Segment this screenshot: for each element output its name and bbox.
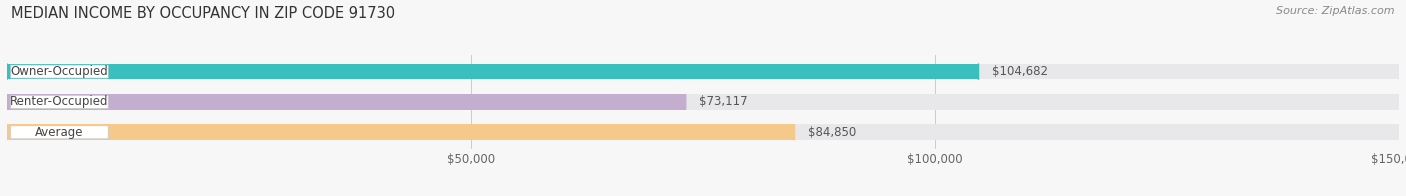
- Text: $84,850: $84,850: [808, 126, 856, 139]
- Text: MEDIAN INCOME BY OCCUPANCY IN ZIP CODE 91730: MEDIAN INCOME BY OCCUPANCY IN ZIP CODE 9…: [11, 6, 395, 21]
- Bar: [7, 94, 686, 110]
- Bar: [7, 64, 979, 79]
- Bar: [7, 94, 1399, 110]
- FancyBboxPatch shape: [11, 65, 108, 78]
- Bar: [7, 64, 1399, 79]
- Text: $73,117: $73,117: [699, 95, 748, 108]
- Bar: [7, 124, 1399, 140]
- FancyBboxPatch shape: [11, 126, 108, 139]
- FancyBboxPatch shape: [11, 95, 108, 108]
- Text: Source: ZipAtlas.com: Source: ZipAtlas.com: [1277, 6, 1395, 16]
- Text: Average: Average: [35, 126, 84, 139]
- Text: Owner-Occupied: Owner-Occupied: [11, 65, 108, 78]
- Text: $104,682: $104,682: [993, 65, 1049, 78]
- Bar: [7, 124, 794, 140]
- Text: Renter-Occupied: Renter-Occupied: [10, 95, 108, 108]
